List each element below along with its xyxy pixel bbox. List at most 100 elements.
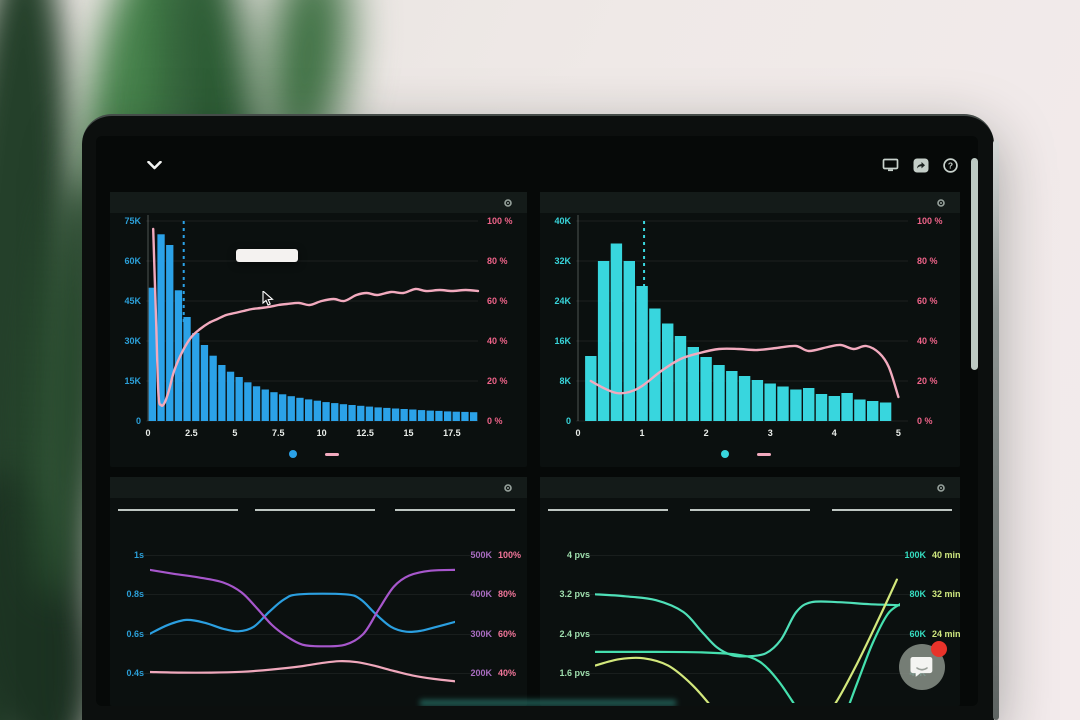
y-axis-tick-right: 0 % <box>487 416 503 426</box>
x-axis-tick: 15 <box>403 428 414 438</box>
y-axis-tick-left: 24K <box>554 296 571 306</box>
options-button[interactable] <box>503 483 518 493</box>
histogram-bar <box>452 411 460 421</box>
histogram-bar <box>597 261 610 421</box>
histogram-bar <box>296 397 304 421</box>
series-line <box>150 660 455 683</box>
y-axis-tick-right: 60K <box>909 628 926 639</box>
bounce-rate-line <box>152 227 480 407</box>
x-axis-tick: 5 <box>895 428 901 438</box>
histogram-bar <box>444 411 452 421</box>
histogram-bar <box>148 287 156 421</box>
histogram-bar <box>209 355 217 421</box>
options-button[interactable] <box>936 483 951 493</box>
histogram-bar <box>790 389 802 421</box>
y-axis-tick-right: 300K <box>470 628 492 639</box>
histogram-bar <box>803 388 815 421</box>
y-axis-tick-left: 32K <box>554 256 571 266</box>
y-axis-tick-left: 60K <box>124 256 141 266</box>
load-time-chart[interactable]: 75K 60K 45K 30K 15K 0 100 % 80 % 60 % 40 % 20 % 0 %… <box>110 192 527 467</box>
bounce-rate-line <box>589 343 900 399</box>
y-axis-tick-right: 60 % <box>917 296 938 306</box>
histogram-bar <box>270 392 278 421</box>
histogram-bar <box>183 317 191 421</box>
histogram-bar <box>313 400 321 421</box>
chat-unread-badge <box>931 641 947 657</box>
histogram-bar <box>339 404 348 421</box>
panel-load-time-vs-bounce-rate: 75K 60K 45K 30K 15K 0 100 % 80 % 60 % 40 % 20 % 0 %… <box>110 192 527 467</box>
y-axis-tick-right: 40 min <box>932 550 961 560</box>
chart-canvas <box>576 215 908 422</box>
histogram-bar <box>200 345 209 421</box>
y-axis-tick-right: 40% <box>498 668 517 678</box>
metric-sessions <box>548 504 676 515</box>
histogram-bar <box>738 376 751 421</box>
panel-header <box>110 477 527 498</box>
metric-underline <box>690 509 810 511</box>
histogram-bar <box>374 407 382 421</box>
start-render-chart[interactable]: 40K 32K 24K 16K 8K 0 100 % 80 % 60 % 40 % 20 % 0 % 0… <box>540 192 960 467</box>
histogram-bar <box>305 399 313 421</box>
histogram-bar <box>365 406 374 421</box>
scrollbar-thumb[interactable] <box>971 158 978 370</box>
gridline <box>140 673 471 674</box>
x-axis-tick: 0 <box>575 428 581 438</box>
chevron-down-icon <box>147 160 162 169</box>
histogram-bar <box>157 234 165 421</box>
y-axis-tick-left: 0 <box>135 416 141 426</box>
metric-underline <box>832 509 952 511</box>
panel-start-render-vs-bounce-rate: 40K 32K 24K 16K 8K 0 100 % 80 % 60 % 40 % 20 % 0 % 0… <box>540 192 960 467</box>
histogram-bar <box>192 333 200 421</box>
y-axis-tick-left: 0.4s <box>126 668 144 678</box>
gear-icon <box>937 483 945 492</box>
histogram-bar <box>461 411 469 421</box>
histogram-bar <box>400 409 408 421</box>
histogram-bar <box>764 383 776 421</box>
metric-page-load <box>118 504 246 515</box>
y-axis-tick-left: 4 pvs <box>566 550 590 560</box>
help-icon[interactable]: ? <box>941 156 960 175</box>
histogram-bar <box>662 323 674 421</box>
chat-bubble-icon <box>910 656 933 677</box>
y-axis-tick-left: 45K <box>124 296 141 306</box>
y-axis-tick-right: 400K <box>470 589 492 600</box>
histogram-bar <box>235 377 243 421</box>
chat-widget-button[interactable] <box>899 641 947 690</box>
histogram-bar <box>348 405 356 421</box>
chart-canvas <box>595 578 900 703</box>
x-axis-tick: 17.5 <box>443 428 461 438</box>
y-axis-tick-left: 3.2 pvs <box>559 589 590 600</box>
y-axis-tick-right: 0 % <box>917 416 933 426</box>
legend-line-marker <box>325 452 339 456</box>
histogram-bar <box>357 405 365 421</box>
x-axis-tick: 12.5 <box>356 428 374 438</box>
series-line <box>595 578 898 703</box>
share-icon[interactable] <box>911 156 931 175</box>
metric-underline <box>255 509 375 511</box>
x-axis-tick: 10 <box>316 428 327 438</box>
users-filter-dropdown[interactable] <box>112 160 162 170</box>
monitor-icon[interactable] <box>880 156 901 174</box>
panel-page-views-vs-onload: 1s 0.8s 0.6s 0.4s 500K 400K 300K 200K 100% 80% 60%… <box>110 477 527 706</box>
histogram-bar <box>252 386 261 421</box>
histogram-bar <box>854 399 866 421</box>
histogram-bar <box>244 382 252 421</box>
options-button[interactable] <box>936 198 951 208</box>
histogram-bar <box>417 410 426 421</box>
y-axis-tick-right: 40 % <box>917 336 938 346</box>
panel-header <box>540 477 960 498</box>
panel-header <box>540 192 960 213</box>
gear-icon <box>504 483 512 492</box>
histogram-bar <box>649 308 661 421</box>
histogram-bar <box>174 290 183 421</box>
gridline <box>585 594 916 596</box>
options-button[interactable] <box>503 198 518 208</box>
histogram-bar <box>713 365 725 421</box>
histogram-bar <box>279 394 287 421</box>
page-views-chart[interactable]: 1s 0.8s 0.6s 0.4s 500K 400K 300K 200K 100% 80% 60%… <box>110 477 527 706</box>
y-axis-tick-right: 100 % <box>917 216 943 226</box>
metric-session-length <box>690 504 818 515</box>
dashboard-screen: ? 75K 60K 45K 30K 15K 0 100 % 80 % 60 % 40 % 20 % 0… <box>96 136 978 706</box>
histogram-bar <box>879 402 892 421</box>
